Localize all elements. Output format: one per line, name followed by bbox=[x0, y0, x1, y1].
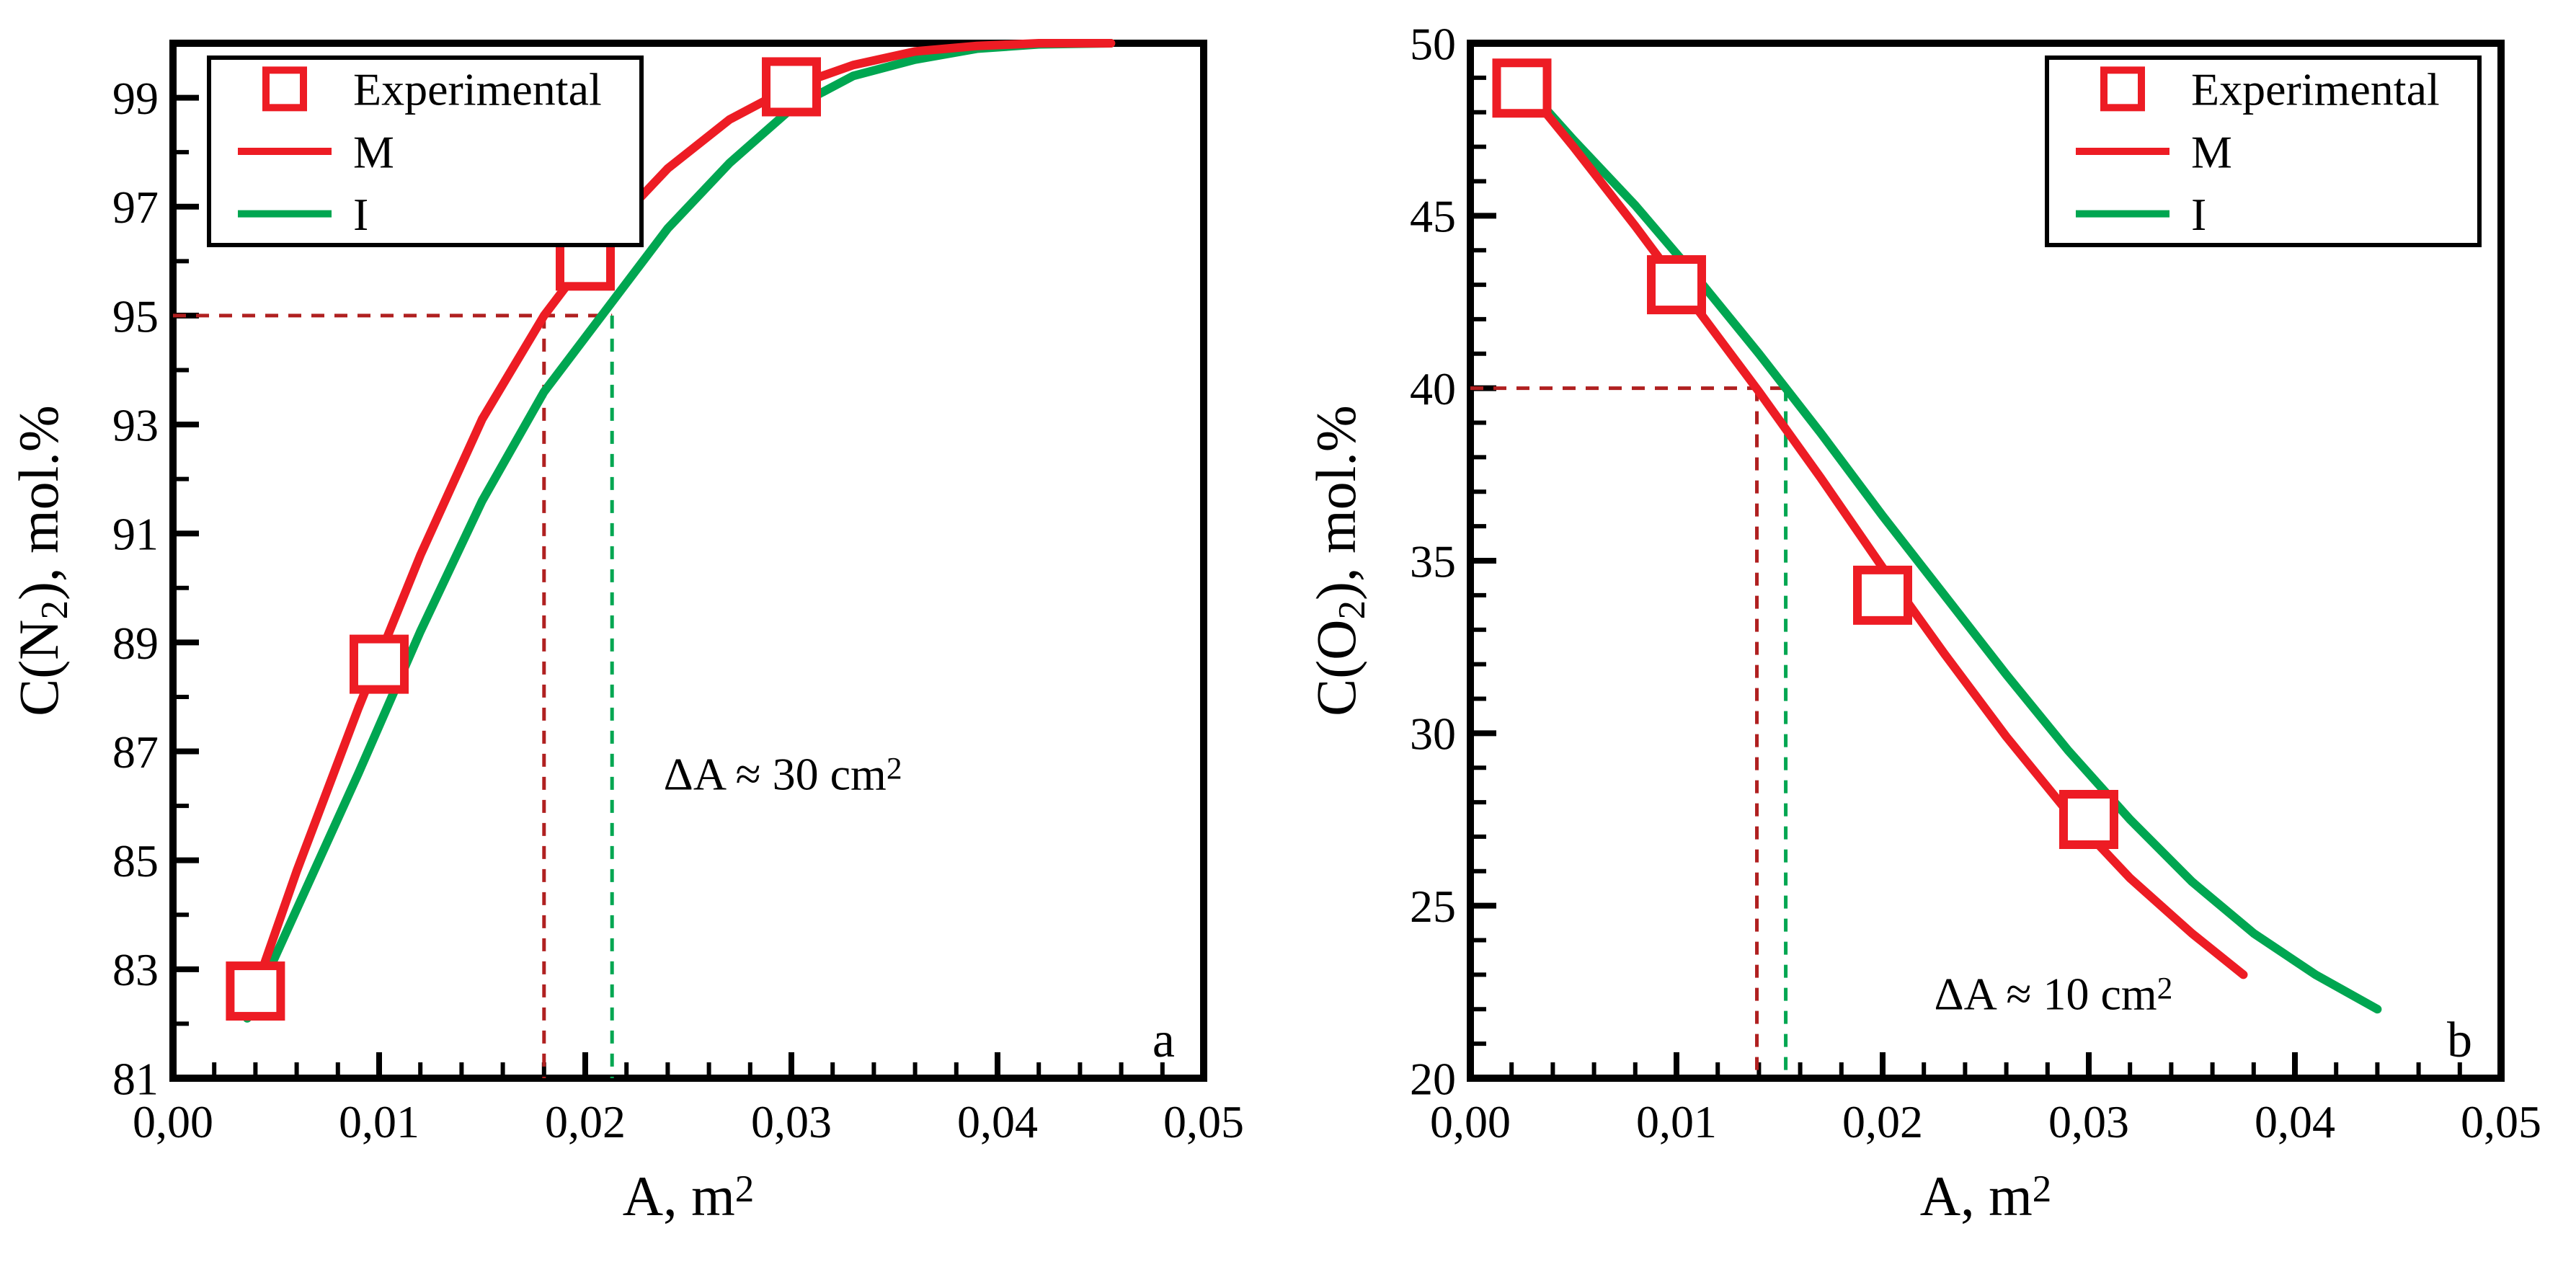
x-tick-label: 0,05 bbox=[1163, 1096, 1244, 1147]
x-tick-label: 0,05 bbox=[2461, 1096, 2541, 1147]
y-tick-label: 20 bbox=[1410, 1053, 1456, 1104]
y-tick-label: 25 bbox=[1410, 881, 1456, 932]
legend-label-I: I bbox=[353, 189, 368, 240]
y-tick-label: 40 bbox=[1410, 363, 1456, 414]
delta-a-annotation: ΔA ≈ 30 cm2 bbox=[664, 748, 902, 799]
legend: Experimental MI bbox=[2047, 58, 2479, 245]
y-tick-label: 45 bbox=[1410, 191, 1456, 242]
x-tick-label: 0,01 bbox=[339, 1096, 419, 1147]
y-tick-label: 95 bbox=[112, 290, 159, 342]
x-axis-label: A, m2 bbox=[623, 1165, 755, 1227]
y-tick-label: 85 bbox=[112, 835, 159, 886]
x-tick-label: 0,02 bbox=[1842, 1096, 1923, 1147]
experimental-marker bbox=[230, 966, 280, 1016]
delta-a-annotation: ΔA ≈ 10 cm2 bbox=[1935, 968, 2173, 1019]
experimental-marker bbox=[354, 639, 404, 690]
legend-label-M: M bbox=[2191, 126, 2232, 177]
y-tick-label: 93 bbox=[112, 399, 159, 450]
x-tick-label: 0,03 bbox=[751, 1096, 832, 1147]
legend-label-experimental: Experimental bbox=[2191, 64, 2440, 115]
panel-a: 0,000,010,020,030,040,058183858789919395… bbox=[7, 43, 1244, 1227]
y-tick-label: 83 bbox=[112, 944, 159, 995]
legend-marker-experimental bbox=[2104, 70, 2141, 107]
experimental-marker bbox=[2064, 794, 2114, 845]
legend: Experimental MI bbox=[209, 58, 641, 245]
x-axis-label: A, m2 bbox=[1920, 1165, 2052, 1227]
legend-label-I: I bbox=[2191, 189, 2206, 240]
experimental-marker bbox=[1651, 259, 1702, 310]
y-tick-label: 91 bbox=[112, 509, 159, 560]
x-tick-label: 0,04 bbox=[957, 1096, 1038, 1147]
figure-root: 0,000,010,020,030,040,058183858789919395… bbox=[0, 0, 2576, 1280]
legend-marker-experimental bbox=[266, 70, 303, 107]
panel-letter: a bbox=[1152, 1013, 1175, 1068]
y-axis-label: C(N2), mol.% bbox=[7, 405, 76, 716]
legend-label-experimental: Experimental bbox=[353, 64, 602, 115]
experimental-marker bbox=[766, 61, 817, 112]
legend-label-M: M bbox=[353, 126, 394, 177]
x-tick-label: 0,02 bbox=[545, 1096, 626, 1147]
y-tick-label: 50 bbox=[1410, 18, 1456, 69]
panel-letter: b bbox=[2447, 1013, 2472, 1068]
x-tick-label: 0,04 bbox=[2255, 1096, 2335, 1147]
experimental-marker bbox=[1857, 570, 1908, 621]
y-tick-label: 87 bbox=[112, 726, 159, 778]
figure-svg: 0,000,010,020,030,040,058183858789919395… bbox=[0, 0, 2576, 1280]
y-tick-label: 97 bbox=[112, 182, 159, 233]
y-axis-label: C(O2), mol.% bbox=[1305, 405, 1373, 716]
y-tick-label: 81 bbox=[112, 1053, 159, 1104]
y-tick-label: 35 bbox=[1410, 535, 1456, 587]
panel-b: 0,000,010,020,030,040,0520253035404550ΔA… bbox=[1305, 18, 2541, 1227]
experimental-marker bbox=[1497, 63, 1547, 113]
y-tick-label: 99 bbox=[112, 73, 159, 124]
y-tick-label: 89 bbox=[112, 618, 159, 669]
x-tick-label: 0,01 bbox=[1636, 1096, 1717, 1147]
x-tick-label: 0,03 bbox=[2048, 1096, 2129, 1147]
y-tick-label: 30 bbox=[1410, 708, 1456, 760]
